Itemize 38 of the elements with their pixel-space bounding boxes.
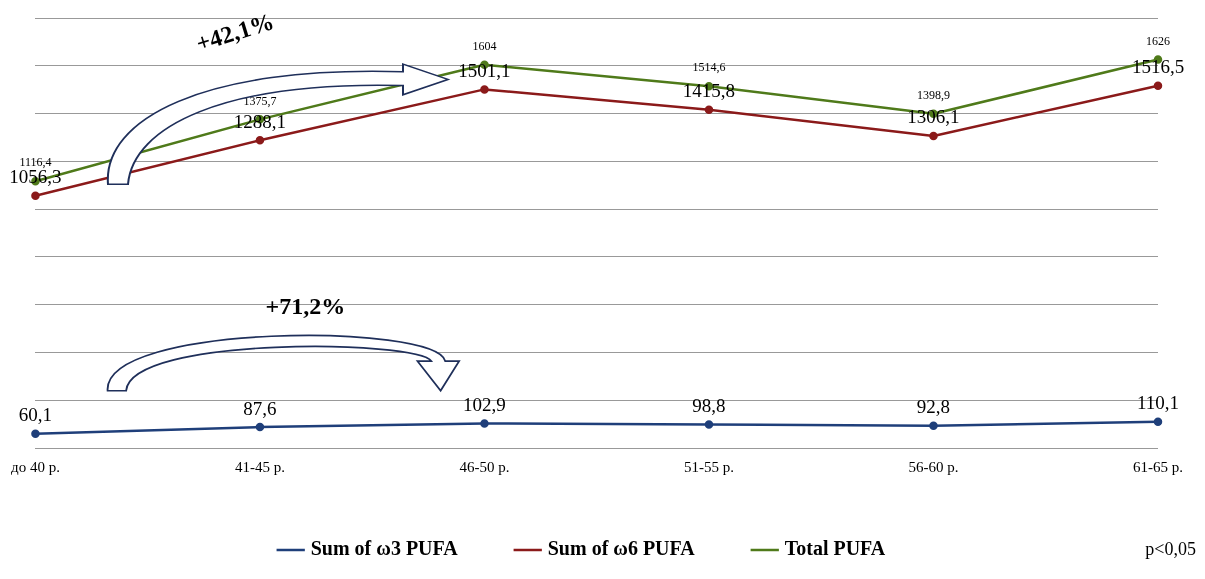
data-label: 1375,7	[243, 93, 277, 108]
point	[31, 191, 40, 200]
data-label: 92,8	[916, 396, 951, 418]
data-label: 60,1	[18, 404, 53, 426]
point	[704, 420, 714, 429]
data-label: 1626	[1146, 33, 1170, 48]
data-label: 1398,9	[916, 87, 950, 102]
point	[255, 422, 265, 432]
annotation: +42,1%	[193, 8, 277, 57]
data-label: 1116,4	[19, 155, 52, 170]
legend-label: Sum of ω6 PUFA	[547, 537, 696, 560]
x-tick-label: 41-45 р.	[234, 458, 285, 475]
x-tick-label: 46-50 р.	[459, 458, 510, 475]
point	[1153, 81, 1163, 90]
data-label: 1516,5	[1131, 56, 1185, 78]
annotation: +71,2%	[265, 293, 346, 320]
x-tick-label: до 40 р.	[11, 458, 60, 475]
point	[480, 85, 489, 94]
data-label: 87,6	[243, 397, 277, 419]
x-tick-label: 56-60 р.	[908, 458, 959, 475]
point	[704, 105, 714, 115]
point	[929, 421, 938, 431]
data-label: 102,9	[463, 393, 506, 415]
data-label: 1306,1	[907, 106, 960, 128]
point	[929, 131, 938, 141]
data-label: 110,1	[1136, 392, 1180, 414]
legend-label: Sum of ω3 PUFA	[310, 537, 459, 560]
point	[1153, 417, 1163, 426]
data-label: 1604	[472, 38, 497, 53]
data-label: 1514,6	[692, 60, 726, 75]
text: p<0,05	[1145, 538, 1196, 559]
x-tick-label: 61-65 р.	[1133, 458, 1183, 475]
point	[31, 429, 40, 438]
legend-label: Total PUFA	[784, 537, 886, 560]
point	[255, 136, 265, 145]
x-tick-label: 51-55 р.	[683, 458, 734, 475]
data-label: 98,8	[692, 394, 726, 416]
point	[480, 419, 489, 428]
